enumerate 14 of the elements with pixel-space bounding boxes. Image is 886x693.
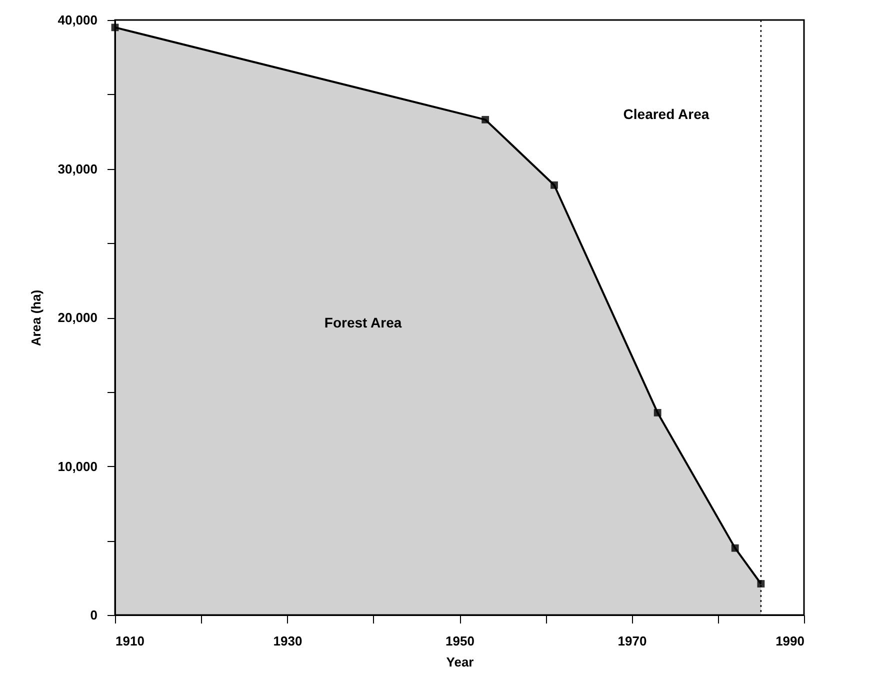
- y-tick-label: 40,000: [58, 12, 98, 28]
- x-tick-label: 1970: [618, 634, 647, 648]
- y-tick-label: 0: [90, 608, 98, 622]
- x-tick-label: 1930: [273, 634, 302, 648]
- y-tick-label: 30,000: [58, 161, 98, 176]
- x-axis-title: Year: [446, 654, 474, 670]
- y-axis-title: Area (ha): [28, 290, 44, 346]
- y-tick-label: 10,000: [58, 458, 98, 474]
- annotation: Forest Area: [324, 314, 402, 330]
- annotation: Cleared Area: [623, 106, 710, 122]
- y-tick-label: 20,000: [58, 310, 98, 325]
- x-tick-label: 1990: [776, 634, 804, 648]
- x-tick-label: 1950: [446, 634, 474, 648]
- x-tick-label: 1910: [116, 634, 144, 648]
